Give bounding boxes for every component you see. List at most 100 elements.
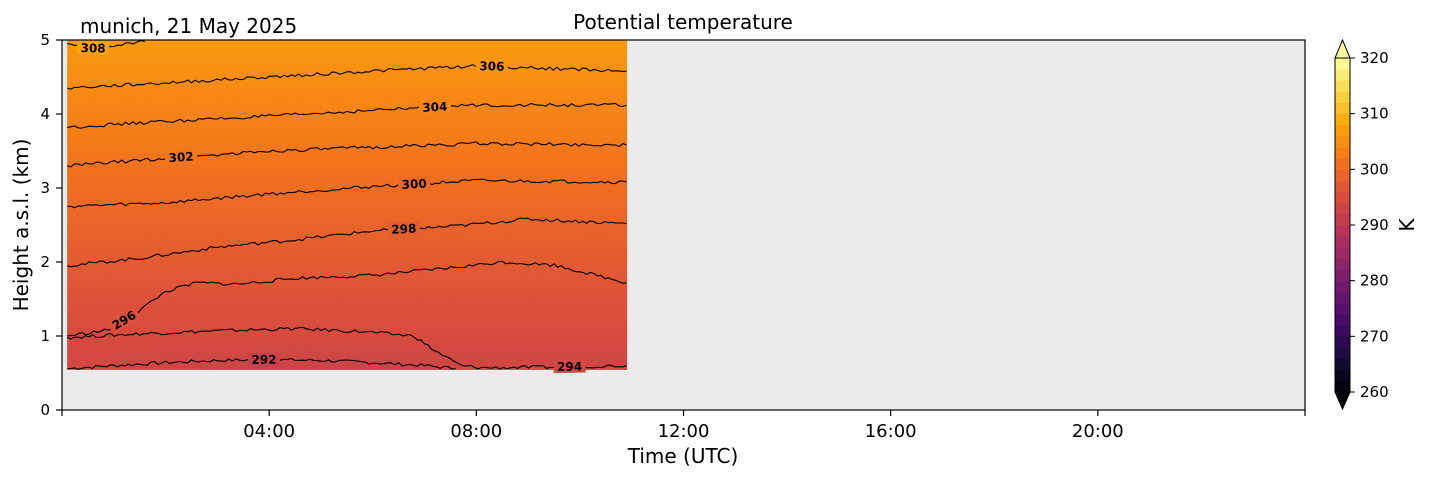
heatmap-cell [402, 168, 413, 175]
heatmap-cell [533, 209, 544, 216]
heatmap-cell [486, 343, 497, 350]
heatmap-cell [281, 178, 292, 185]
heatmap-cell [468, 333, 478, 340]
heatmap-cell [337, 168, 348, 175]
heatmap-cell [514, 322, 525, 329]
heatmap-cell [123, 178, 134, 185]
heatmap-cell [617, 122, 628, 129]
heatmap-cell [402, 333, 413, 340]
heatmap-cell [365, 266, 376, 273]
heatmap-cell [421, 307, 432, 314]
heatmap-cell [496, 158, 506, 165]
heatmap-cell [346, 281, 357, 288]
heatmap-cell [402, 312, 413, 319]
heatmap-cell [113, 225, 124, 231]
heatmap-cell [169, 96, 180, 103]
heatmap-cell [477, 209, 488, 216]
heatmap-cell [598, 240, 609, 247]
heatmap-cell [262, 199, 273, 206]
heatmap-cell [551, 199, 562, 206]
heatmap-cell [402, 117, 413, 123]
heatmap-cell [85, 276, 96, 283]
heatmap-cell [151, 220, 161, 226]
heatmap-cell [486, 317, 497, 324]
heatmap-cell [300, 245, 311, 252]
heatmap-cell [197, 76, 208, 82]
heatmap-cell [365, 343, 376, 350]
heatmap-cell [160, 106, 171, 113]
heatmap-cell [188, 50, 199, 57]
heatmap-cell [598, 163, 609, 170]
heatmap-cell [533, 96, 544, 103]
heatmap-cell [458, 333, 469, 340]
heatmap-cell [309, 322, 320, 329]
heatmap-cell [430, 359, 441, 365]
heatmap-cell [337, 112, 348, 118]
heatmap-cell [374, 220, 385, 226]
heatmap-cell [104, 338, 115, 345]
heatmap-cell [76, 204, 87, 211]
heatmap-cell [272, 142, 283, 149]
heatmap-cell [449, 343, 460, 350]
heatmap-cell [76, 240, 87, 247]
heatmap-cell [197, 194, 208, 201]
heatmap-cell [523, 184, 534, 190]
heatmap-cell [533, 40, 544, 46]
heatmap-cell [607, 142, 618, 149]
heatmap-cell [188, 173, 199, 180]
heatmap-cell [579, 70, 590, 77]
heatmap-cell [141, 60, 152, 67]
heatmap-cell [132, 45, 143, 51]
heatmap-cell [533, 348, 544, 355]
heatmap-cell [533, 322, 544, 329]
heatmap-cell [76, 142, 87, 149]
heatmap-cell [430, 276, 441, 283]
heatmap-cell [374, 96, 385, 103]
heatmap-cell [523, 91, 534, 98]
heatmap-cell [449, 328, 460, 334]
heatmap-cell [607, 81, 618, 87]
heatmap-cell [430, 209, 441, 216]
heatmap-cell [207, 132, 217, 139]
heatmap-cell [160, 338, 171, 345]
heatmap-cell [551, 338, 562, 345]
heatmap-cell [561, 286, 572, 293]
heatmap-cell [617, 240, 628, 247]
heatmap-cell [216, 117, 227, 123]
heatmap-cell [542, 70, 553, 77]
heatmap-cell [151, 184, 161, 190]
colorbar-band [1335, 69, 1350, 81]
heatmap-cell [449, 189, 460, 195]
heatmap-cell [76, 194, 87, 201]
heatmap-cell [523, 70, 534, 77]
heatmap-cell [617, 101, 628, 108]
heatmap-cell [132, 91, 143, 98]
heatmap-cell [561, 106, 572, 113]
heatmap-cell [225, 153, 236, 159]
heatmap-cell [169, 245, 180, 252]
heatmap-cell [309, 240, 320, 247]
heatmap-cell [132, 81, 143, 87]
heatmap-cell [561, 173, 572, 180]
heatmap-cell [67, 50, 78, 57]
heatmap-cell [113, 266, 124, 273]
heatmap-cell [216, 137, 227, 144]
heatmap-cell [430, 333, 441, 340]
heatmap-cell [253, 209, 264, 216]
heatmap-cell [607, 353, 618, 360]
heatmap-cell [262, 148, 273, 154]
heatmap-cell [188, 127, 199, 134]
heatmap-cell [486, 292, 497, 298]
heatmap-cell [179, 256, 189, 262]
heatmap-cell [346, 317, 357, 324]
heatmap-cell [337, 40, 348, 46]
heatmap-cell [496, 271, 506, 278]
heatmap-cell [234, 261, 245, 267]
heatmap-cell [300, 127, 311, 134]
heatmap-cell [216, 204, 227, 211]
heatmap-cell [440, 359, 450, 365]
heatmap-cell [85, 178, 96, 185]
heatmap-cell [346, 96, 357, 103]
heatmap-cell [151, 142, 161, 149]
heatmap-cell [225, 220, 236, 226]
